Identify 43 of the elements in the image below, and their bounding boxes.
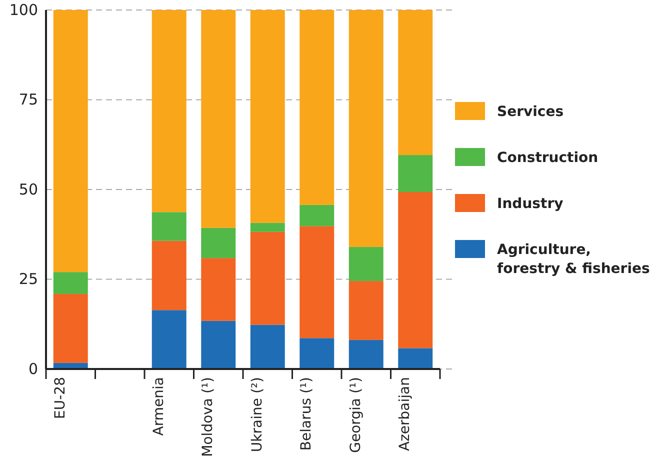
- legend-label: Industry: [497, 196, 564, 212]
- x-tick-label: Azerbaijan: [397, 377, 414, 451]
- bar: [398, 10, 433, 156]
- bar: [201, 228, 236, 258]
- bar: [300, 338, 334, 369]
- bar: [53, 294, 88, 363]
- bar: [348, 246, 384, 282]
- y-tick-label: 100: [9, 0, 38, 19]
- bar: [201, 258, 236, 321]
- bar: [53, 10, 88, 272]
- y-tick-label: 75: [18, 90, 38, 109]
- bar: [152, 212, 186, 241]
- x-tick-label: Moldova (¹): [200, 377, 216, 457]
- x-tick-label: Georgia (¹): [348, 377, 364, 453]
- bar: [398, 192, 433, 348]
- bar: [201, 320, 236, 369]
- x-tick-label: Ukraine (²): [249, 377, 266, 452]
- x-tick-label: EU-28: [52, 377, 68, 419]
- bar: [250, 324, 285, 369]
- bar: [348, 281, 384, 340]
- y-tick-label: 25: [18, 270, 38, 288]
- bar: [300, 10, 334, 205]
- legend-label: Services: [497, 104, 564, 120]
- bar: [398, 348, 433, 369]
- bar: [250, 222, 285, 232]
- bar: [250, 232, 285, 325]
- bar: [201, 10, 236, 228]
- x-tick-label: Belarus (¹): [298, 377, 315, 451]
- x-tick-label: Armenia: [150, 377, 167, 436]
- bar: [250, 10, 285, 223]
- bar: [152, 240, 186, 310]
- bar: [53, 272, 88, 294]
- legend-label: Construction: [497, 150, 598, 166]
- bar: [348, 10, 384, 247]
- y-tick-label: 0: [28, 360, 38, 378]
- legend-label: Agriculture, forestry & fisheries: [497, 242, 650, 277]
- bar: [152, 10, 186, 212]
- y-tick-label: 50: [18, 180, 38, 198]
- bar: [152, 310, 186, 369]
- bar: [398, 155, 433, 192]
- bar: [300, 226, 334, 338]
- bar: [348, 340, 384, 369]
- bar: [300, 204, 334, 226]
